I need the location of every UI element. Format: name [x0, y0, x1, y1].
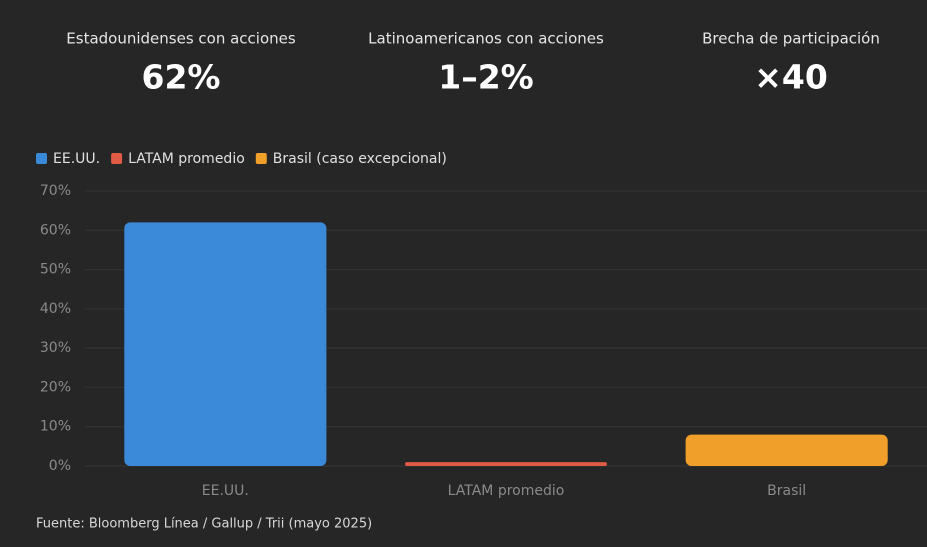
legend-label: EE.UU.: [53, 151, 100, 167]
y-tick-label: 70%: [40, 183, 71, 199]
stat-label: Estadounidenses con acciones: [66, 30, 296, 48]
y-tick-label: 0%: [49, 458, 71, 474]
y-tick-label: 10%: [40, 419, 71, 435]
legend-label: LATAM promedio: [128, 151, 245, 167]
stat-value: 1–2%: [438, 58, 534, 97]
y-tick-label: 30%: [40, 340, 71, 356]
legend-swatch: [36, 153, 47, 164]
x-tick-label: EE.UU.: [202, 483, 249, 499]
bar: [685, 434, 888, 466]
y-tick-label: 40%: [40, 301, 71, 317]
stat-value: 62%: [142, 58, 221, 97]
legend-swatch: [255, 153, 267, 164]
x-tick-label: Brasil: [767, 483, 806, 499]
stat-value: ×40: [754, 58, 828, 97]
x-tick-label: LATAM promedio: [448, 483, 565, 499]
y-tick-label: 60%: [40, 222, 71, 238]
y-tick-label: 20%: [40, 379, 71, 395]
source: Fuente: Bloomberg Línea / Gallup / Trii …: [36, 517, 372, 532]
y-tick-label: 50%: [40, 262, 71, 278]
legend-swatch: [111, 153, 123, 164]
legend-label: Brasil (caso excepcional): [273, 151, 447, 167]
stat-label: Latinoamericanos con acciones: [368, 30, 604, 48]
bar: [124, 222, 327, 466]
bar: [404, 462, 608, 466]
stat-label: Brecha de participación: [702, 30, 880, 48]
